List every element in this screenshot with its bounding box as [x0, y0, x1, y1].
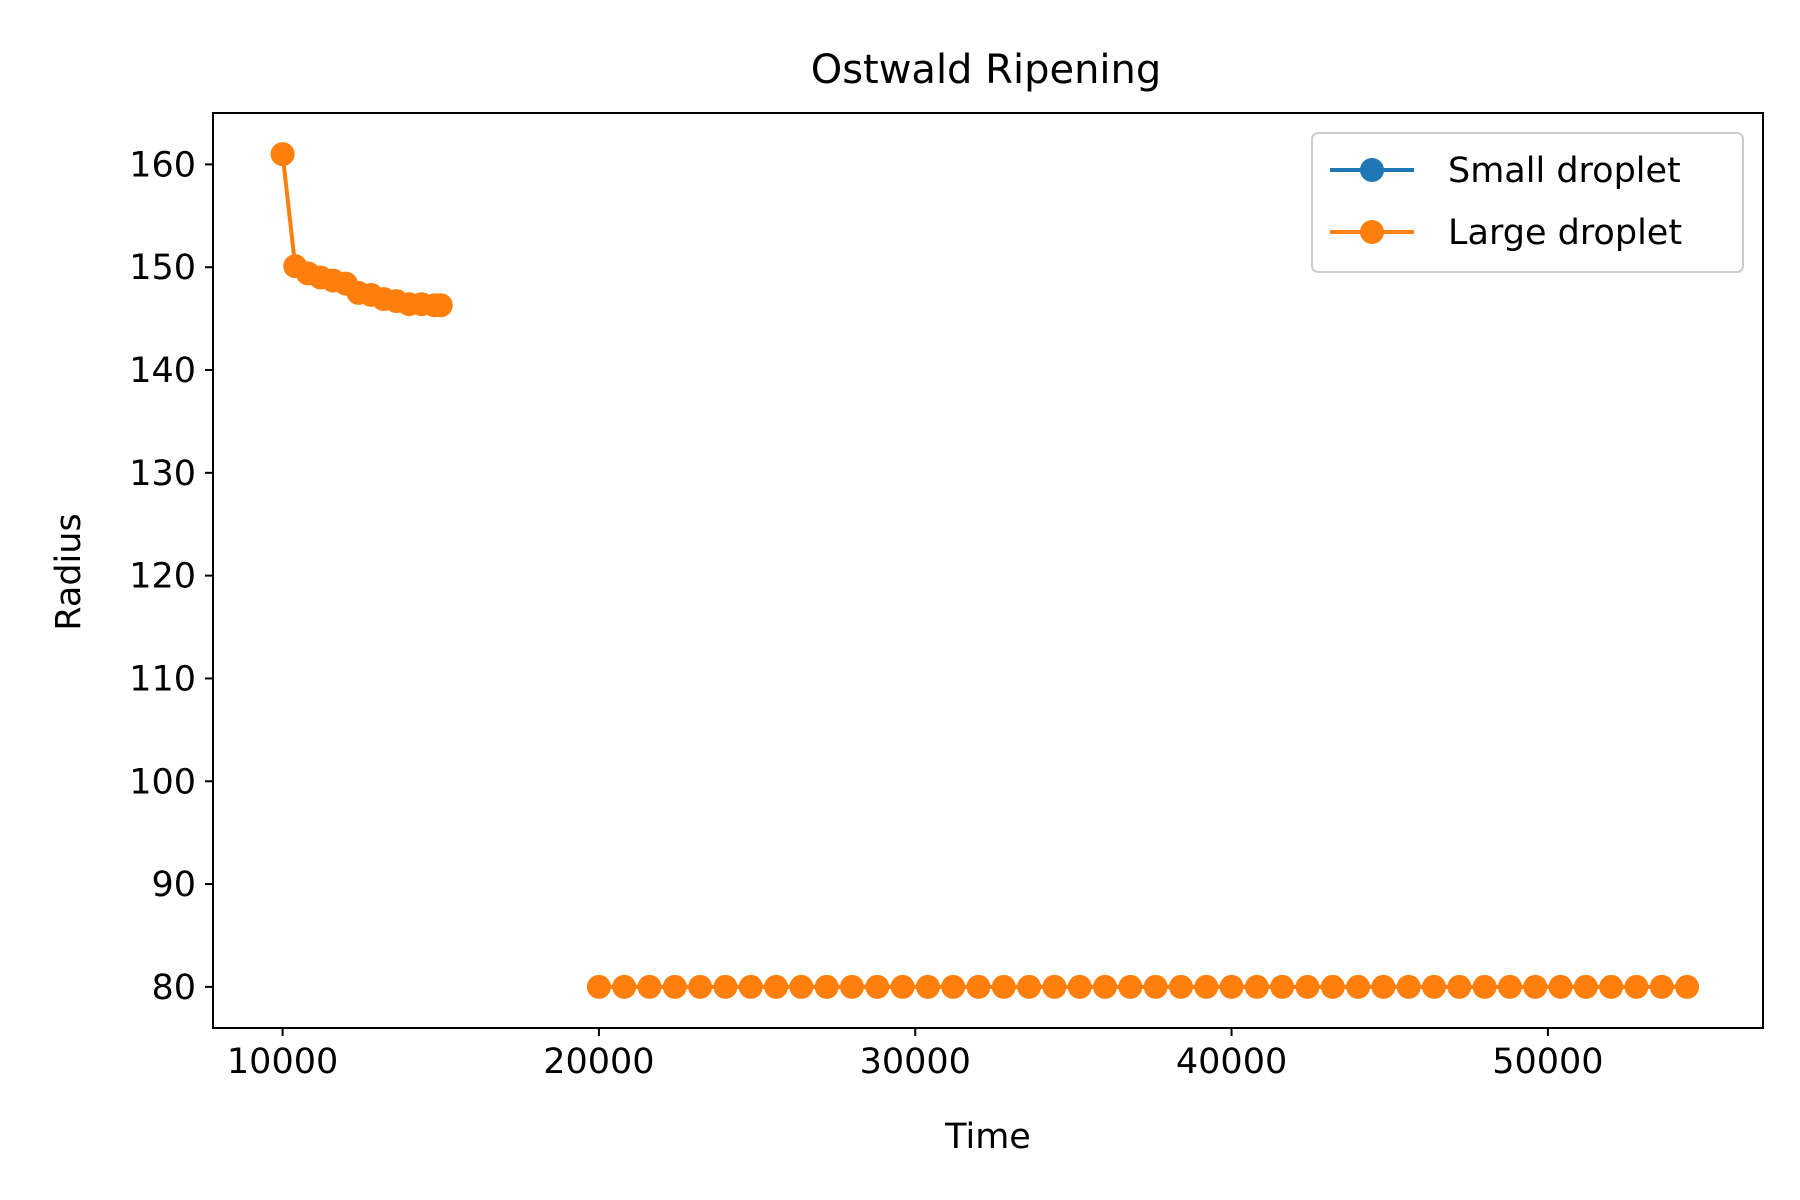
data-point	[1472, 974, 1497, 999]
data-point	[1371, 974, 1396, 999]
data-point	[1067, 974, 1092, 999]
data-point	[814, 974, 839, 999]
chart-title: Ostwald Ripening	[811, 47, 1162, 93]
axes-frame	[212, 112, 1764, 1029]
y-tick-label: 160	[129, 145, 196, 185]
data-point	[1042, 974, 1067, 999]
data-point	[789, 974, 814, 999]
data-point	[1422, 974, 1447, 999]
data-point	[1093, 974, 1118, 999]
y-tick-label: 90	[151, 865, 196, 905]
data-point	[713, 974, 738, 999]
data-point	[1194, 974, 1219, 999]
x-tick-label: 20000	[543, 1042, 654, 1082]
data-point	[270, 142, 295, 167]
data-point	[1573, 974, 1598, 999]
data-point	[1017, 974, 1042, 999]
data-point	[764, 974, 789, 999]
data-point	[1219, 974, 1244, 999]
data-point	[1346, 974, 1371, 999]
legend-marker	[1360, 220, 1384, 244]
axis-ticks: 10000 20000 30000 40000 50000 80 90 100 110 120 13…	[129, 145, 1603, 1082]
y-axis-label: Radius	[49, 513, 89, 630]
y-tick-label: 80	[151, 968, 196, 1008]
x-tick-label: 30000	[860, 1042, 971, 1082]
x-tick-label: 50000	[1492, 1042, 1603, 1082]
plot-area	[270, 142, 1700, 999]
data-point	[688, 974, 713, 999]
data-point	[1244, 974, 1269, 999]
data-point	[941, 974, 966, 999]
data-point	[865, 974, 890, 999]
data-point	[1599, 974, 1624, 999]
data-point	[1118, 974, 1143, 999]
data-point	[662, 974, 687, 999]
data-point	[1523, 974, 1548, 999]
y-tick-label: 140	[129, 351, 196, 391]
y-tick-label: 110	[129, 659, 196, 699]
data-point	[1295, 974, 1320, 999]
x-tick-label: 40000	[1176, 1042, 1287, 1082]
legend-label: Large droplet	[1448, 213, 1682, 253]
data-point	[586, 974, 611, 999]
data-point	[612, 974, 637, 999]
y-tick-label: 150	[129, 248, 196, 288]
y-tick-label: 120	[129, 557, 196, 597]
data-point	[890, 974, 915, 999]
y-tick-label: 100	[129, 762, 196, 802]
data-point	[1675, 974, 1700, 999]
data-point	[991, 974, 1016, 999]
x-tick-label: 10000	[227, 1042, 338, 1082]
series-large-droplet	[270, 142, 1700, 999]
legend-label: Small droplet	[1448, 151, 1681, 191]
data-point	[1320, 974, 1345, 999]
data-point	[1624, 974, 1649, 999]
x-axis-label: Time	[944, 1117, 1031, 1157]
data-point	[738, 974, 763, 999]
data-point	[915, 974, 940, 999]
legend: Small droplet Large droplet	[1311, 132, 1744, 273]
legend-marker	[1360, 158, 1384, 182]
y-tick-label: 130	[129, 454, 196, 494]
data-point	[1548, 974, 1573, 999]
data-point	[1649, 974, 1674, 999]
legend-box	[1311, 132, 1744, 273]
data-point	[1270, 974, 1295, 999]
data-point	[1447, 974, 1472, 999]
data-point	[428, 293, 453, 318]
data-point	[1497, 974, 1522, 999]
data-point	[1143, 974, 1168, 999]
data-point	[966, 974, 991, 999]
data-point	[1396, 974, 1421, 999]
data-point	[1168, 974, 1193, 999]
data-point	[839, 974, 864, 999]
data-point	[637, 974, 662, 999]
